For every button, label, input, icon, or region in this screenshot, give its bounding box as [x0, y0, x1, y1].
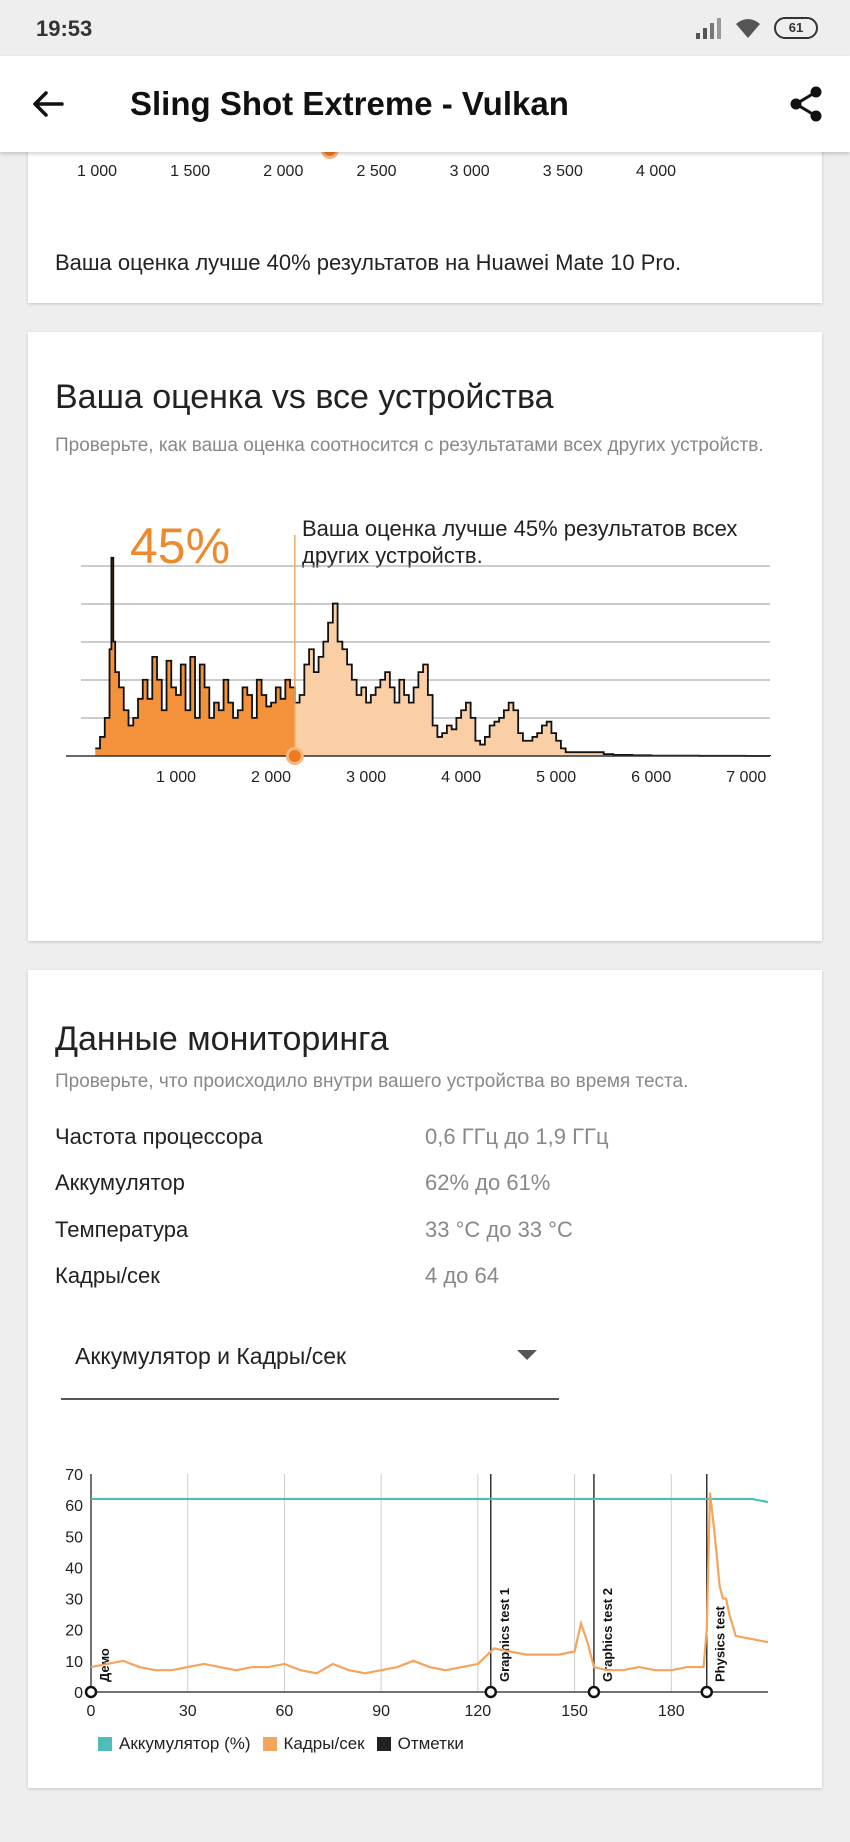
- arrow-left-icon: [33, 91, 64, 117]
- wifi-icon: [736, 19, 760, 38]
- tick-label: 1 000: [156, 769, 196, 786]
- tick-label: 1 500: [170, 163, 210, 180]
- mark-label: Graphics test 2: [600, 1588, 615, 1682]
- tick-label: 2 000: [263, 163, 303, 180]
- mark-point: [84, 1685, 98, 1699]
- legend-item-fps: Кадры/сек: [262, 1734, 365, 1754]
- y-tick-label: 20: [65, 1623, 83, 1640]
- legend-label: Кадры/сек: [283, 1734, 365, 1753]
- battery-label: Аккумулятор: [55, 1170, 185, 1195]
- score-percent: 45%: [130, 518, 231, 574]
- legend-swatch: [376, 1737, 391, 1751]
- status-bar: 19:53 61: [0, 0, 850, 56]
- page-title: Sling Shot Extreme - Vulkan: [130, 85, 569, 122]
- x-tick-label: 150: [561, 1703, 588, 1720]
- y-tick-label: 10: [65, 1654, 83, 1671]
- mark-point: [587, 1685, 601, 1699]
- legend-label: Отметки: [397, 1734, 464, 1753]
- x-tick-label: 120: [465, 1703, 492, 1720]
- monitoring-card: Данные мониторинга Проверьте, что происх…: [28, 970, 822, 1788]
- temperature-label: Температура: [55, 1217, 189, 1242]
- battery-value: 62% до 61%: [425, 1170, 551, 1195]
- device-comparison-text: Ваша оценка лучше 40% результатов на Hua…: [55, 250, 682, 275]
- score-marker: [288, 750, 301, 762]
- chart-legend: Аккумулятор (%) Кадры/сек Отметки: [98, 1734, 464, 1754]
- back-button[interactable]: [26, 82, 70, 126]
- share-button[interactable]: [784, 82, 828, 126]
- y-tick-label: 60: [65, 1498, 83, 1515]
- tick-label: 4 000: [636, 163, 676, 180]
- monitoring-title: Данные мониторинга: [55, 1020, 389, 1058]
- monitoring-subtitle: Проверьте, что происходило внутри вашего…: [55, 1071, 689, 1092]
- y-tick-label: 40: [65, 1560, 83, 1577]
- x-tick-label: 0: [87, 1703, 96, 1720]
- legend-swatch: [262, 1737, 277, 1751]
- x-tick-label: 60: [276, 1703, 294, 1720]
- temperature-value: 33 °C до 33 °C: [425, 1217, 573, 1242]
- legend-label: Аккумулятор (%): [119, 1734, 251, 1753]
- share-icon: [790, 86, 822, 122]
- y-tick-label: 70: [65, 1467, 83, 1484]
- all-devices-card: Ваша оценка vs все устройства Проверьте,…: [28, 332, 822, 941]
- histogram-outline: [95, 556, 771, 757]
- histogram-area-above: [294, 603, 770, 756]
- app-bar: Sling Shot Extreme - Vulkan: [0, 56, 850, 152]
- score-description: Ваша оценка лучше 45% результатов всех д…: [302, 516, 738, 568]
- tick-label: 4 000: [441, 769, 481, 786]
- all-devices-title: Ваша оценка vs все устройства: [55, 378, 554, 416]
- tick-label: 6 000: [631, 769, 671, 786]
- mark-label: Physics test: [713, 1605, 728, 1682]
- y-tick-label: 50: [65, 1529, 83, 1546]
- y-tick-label: 30: [65, 1592, 83, 1609]
- signal-icon: [696, 18, 721, 39]
- mark-label: Graphics test 1: [497, 1588, 512, 1682]
- legend-swatch: [98, 1737, 112, 1751]
- mark-point: [700, 1685, 713, 1699]
- dropdown-selected-value: Аккумулятор и Кадры/сек: [75, 1343, 347, 1369]
- fps-label: Кадры/сек: [55, 1263, 160, 1288]
- tick-label: 3 000: [346, 769, 386, 786]
- battery-icon: 61: [774, 17, 818, 39]
- fps-value: 4 до 64: [425, 1263, 500, 1288]
- tick-label: 2 500: [356, 163, 396, 180]
- legend-item-battery: Аккумулятор (%): [98, 1734, 251, 1754]
- cpu-frequency-value: 0,6 ГГц до 1,9 ГГц: [425, 1124, 609, 1149]
- status-time: 19:53: [36, 16, 93, 41]
- chart-select-dropdown[interactable]: Аккумулятор и Кадры/сек: [61, 1305, 559, 1400]
- tick-label: 7 000: [726, 769, 766, 786]
- all-devices-subtitle: Проверьте, как ваша оценка соотносится с…: [55, 435, 764, 456]
- tick-label: 5 000: [536, 769, 576, 786]
- y-tick-label: 0: [74, 1685, 83, 1702]
- series-line: [91, 1497, 769, 1504]
- tick-label: 3 500: [543, 163, 583, 180]
- tick-label: 1 000: [77, 163, 117, 180]
- x-tick-label: 30: [179, 1703, 197, 1720]
- all-devices-histogram: 1 000 2 000 3 000 4 000 5 000 6 000 7 000: [66, 535, 771, 786]
- tick-label: 2 000: [251, 769, 291, 786]
- mark-point: [484, 1685, 498, 1699]
- x-tick-label: 90: [372, 1703, 390, 1720]
- cpu-frequency-label: Частота процессора: [55, 1124, 263, 1149]
- series-line: [90, 1492, 769, 1675]
- chevron-down-icon: [517, 1350, 537, 1360]
- status-icons: 61: [696, 14, 818, 42]
- legend-item-marks: Отметки: [376, 1734, 464, 1754]
- tick-label: 3 000: [450, 163, 490, 180]
- x-tick-label: 180: [658, 1703, 685, 1720]
